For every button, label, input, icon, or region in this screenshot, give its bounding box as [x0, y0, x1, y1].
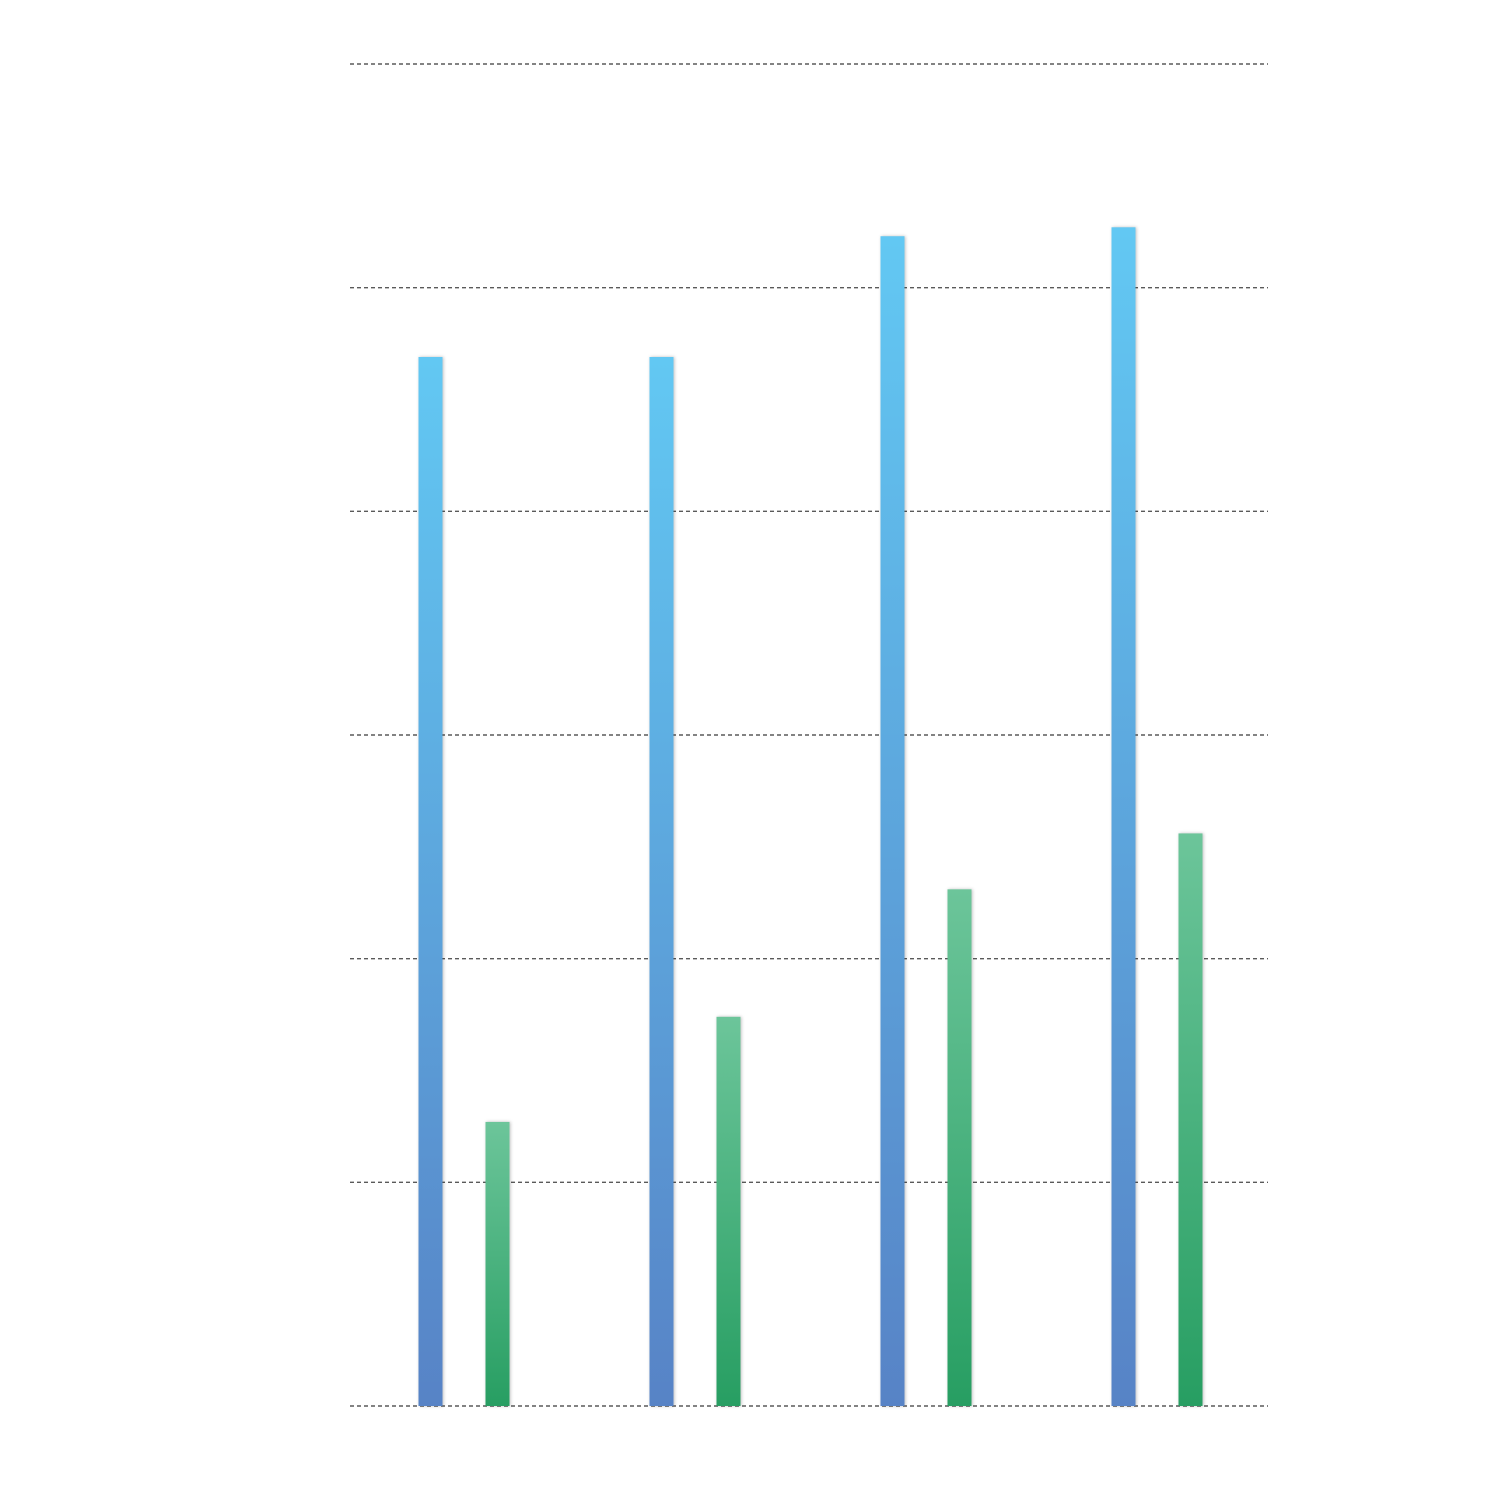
bar-series-1-group-2: [649, 357, 674, 1407]
bar-series-2-group-3: [947, 889, 972, 1406]
bars: [418, 227, 1203, 1407]
bar-series-2-group-4: [1178, 833, 1203, 1406]
bar-series-2-group-2: [716, 1016, 741, 1406]
bar-series-2-group-1: [485, 1121, 510, 1406]
bar-series-1-group-1: [418, 357, 443, 1407]
bar-series-1-group-3: [880, 236, 905, 1406]
bar-series-1-group-4: [1111, 227, 1136, 1407]
